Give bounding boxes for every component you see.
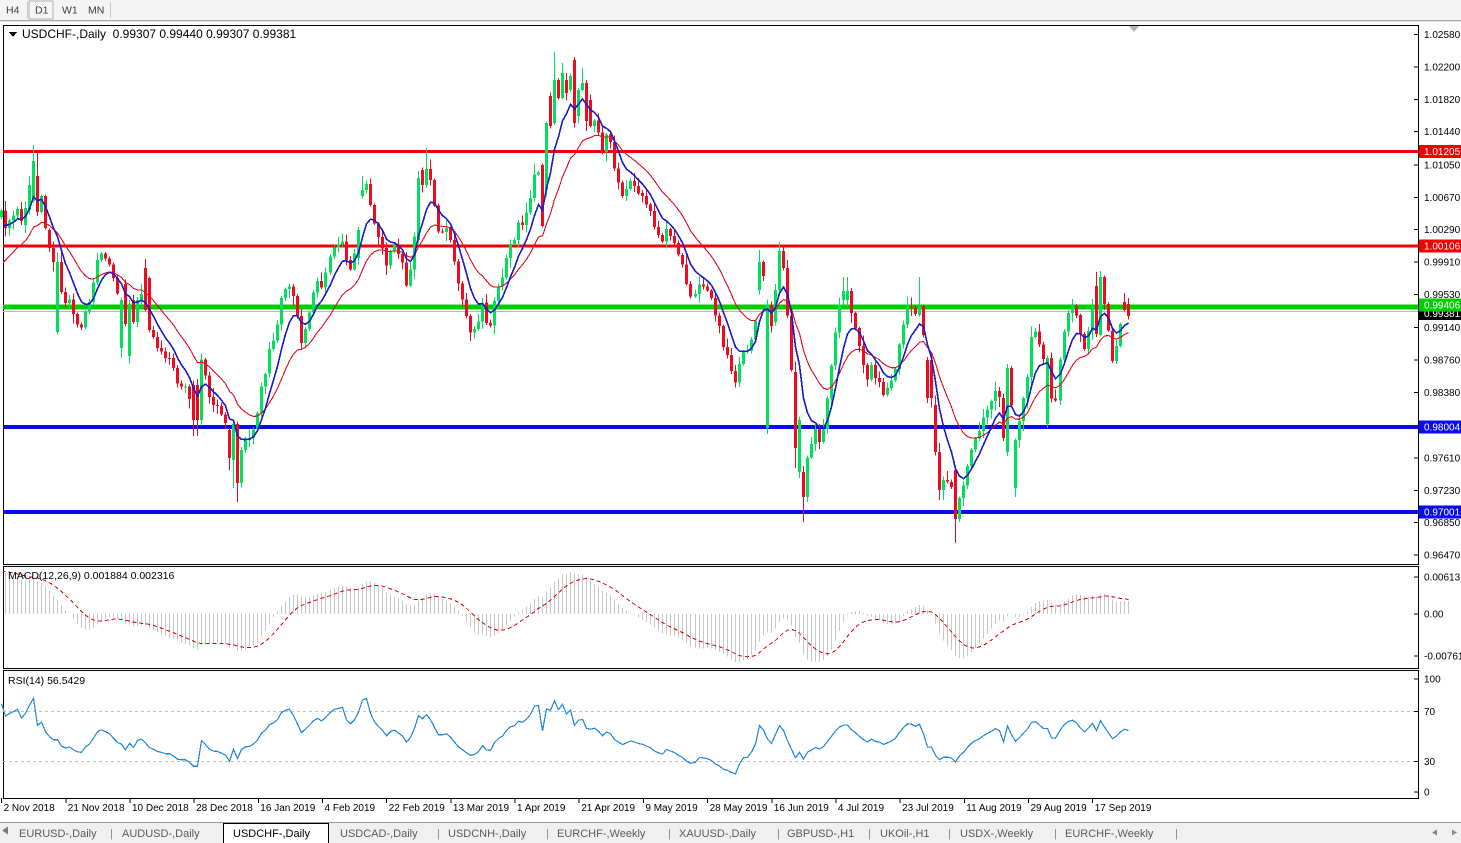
svg-text:0.96850: 0.96850 [1424,518,1461,529]
svg-text:|: | [1054,828,1057,840]
svg-text:30: 30 [1424,757,1436,768]
svg-text:0.00: 0.00 [1424,610,1444,621]
svg-text:29 Aug 2019: 29 Aug 2019 [1031,803,1088,814]
svg-text:1.01820: 1.01820 [1424,95,1461,106]
svg-text:0.97230: 0.97230 [1424,486,1461,497]
svg-text:11 Aug 2019: 11 Aug 2019 [966,803,1022,814]
svg-text:MN: MN [88,5,104,17]
svg-text:|: | [868,828,871,840]
svg-text:4 Feb 2019: 4 Feb 2019 [325,803,376,814]
svg-text:AUDUSD-,Daily: AUDUSD-,Daily [122,828,200,840]
svg-text:UKOil-,H1: UKOil-,H1 [880,828,930,840]
svg-text:10 Dec 2018: 10 Dec 2018 [132,803,189,814]
svg-text:EURCHF-,Weekly: EURCHF-,Weekly [1065,828,1154,840]
svg-text:28 Dec 2018: 28 Dec 2018 [196,803,253,814]
svg-text:0.99910: 0.99910 [1424,258,1461,269]
svg-text:1.02580: 1.02580 [1424,30,1461,41]
svg-text:0.97610: 0.97610 [1424,453,1461,464]
svg-text:21 Nov 2018: 21 Nov 2018 [68,803,125,814]
svg-text:0.98004: 0.98004 [1424,423,1461,434]
svg-text:MACD(12,26,9) 0.001884 0.00231: MACD(12,26,9) 0.001884 0.002316 [8,570,175,582]
svg-text:H4: H4 [6,5,20,17]
svg-text:USDCHF-,Daily 0.99307 0.99440: USDCHF-,Daily 0.99307 0.99440 0.99307 0.… [22,27,297,41]
svg-text:USDCNH-,Daily: USDCNH-,Daily [448,828,527,840]
svg-text:0.99406: 0.99406 [1424,301,1461,312]
svg-text:-0.0076120: -0.0076120 [1424,652,1461,663]
svg-text:USDX-,Weekly: USDX-,Weekly [960,828,1034,840]
svg-text:|: | [110,828,113,840]
svg-text:0.99381: 0.99381 [1424,309,1461,320]
svg-text:0.98760: 0.98760 [1424,356,1461,367]
svg-text:EURUSD-,Daily: EURUSD-,Daily [19,828,97,840]
svg-text:23 Jul 2019: 23 Jul 2019 [902,803,954,814]
svg-text:1 Apr 2019: 1 Apr 2019 [517,803,566,814]
svg-text:USDCAD-,Daily: USDCAD-,Daily [340,828,418,840]
svg-text:0.99140: 0.99140 [1424,323,1461,334]
svg-text:EURCHF-,Weekly: EURCHF-,Weekly [557,828,646,840]
svg-text:W1: W1 [62,5,78,17]
svg-text:0.96470: 0.96470 [1424,551,1461,562]
svg-text:17 Sep 2019: 17 Sep 2019 [1095,803,1152,814]
svg-text:22 Feb 2019: 22 Feb 2019 [389,803,446,814]
svg-text:16 Jan 2019: 16 Jan 2019 [260,803,315,814]
svg-text:|: | [777,828,780,840]
svg-text:1.01440: 1.01440 [1424,127,1461,138]
svg-text:0.97001: 0.97001 [1424,508,1461,519]
svg-text:13 Mar 2019: 13 Mar 2019 [453,803,510,814]
svg-text:0.99530: 0.99530 [1424,290,1461,301]
svg-text:1.00106: 1.00106 [1424,242,1461,253]
svg-text:1.02200: 1.02200 [1424,63,1461,74]
svg-text:0.98380: 0.98380 [1424,388,1461,399]
svg-text:1.01050: 1.01050 [1424,161,1461,172]
svg-text:XAUUSD-,Daily: XAUUSD-,Daily [679,828,757,840]
svg-text:RSI(14) 56.5429: RSI(14) 56.5429 [8,675,85,687]
svg-text:21 Apr 2019: 21 Apr 2019 [581,803,635,814]
svg-text:GBPUSD-,H1: GBPUSD-,H1 [787,828,854,840]
svg-text:0.00613: 0.00613 [1424,573,1461,584]
svg-text:100: 100 [1424,675,1441,686]
svg-text:|: | [948,828,951,840]
svg-text:|: | [546,828,549,840]
svg-text:9 May 2019: 9 May 2019 [645,803,698,814]
svg-text:28 May 2019: 28 May 2019 [710,803,768,814]
svg-text:1.00670: 1.00670 [1424,193,1461,204]
svg-text:16 Jun 2019: 16 Jun 2019 [774,803,829,814]
svg-text:|: | [1175,828,1178,840]
svg-text:2 Nov 2018: 2 Nov 2018 [4,803,56,814]
svg-text:1.00290: 1.00290 [1424,225,1461,236]
svg-text:1.01205: 1.01205 [1424,147,1461,158]
svg-text:70: 70 [1424,707,1436,718]
svg-text:0: 0 [1424,788,1430,799]
svg-text:4 Jul 2019: 4 Jul 2019 [838,803,885,814]
svg-text:|: | [437,828,440,840]
svg-text:D1: D1 [35,5,49,17]
svg-text:USDCHF-,Daily: USDCHF-,Daily [233,828,311,840]
svg-text:|: | [668,828,671,840]
